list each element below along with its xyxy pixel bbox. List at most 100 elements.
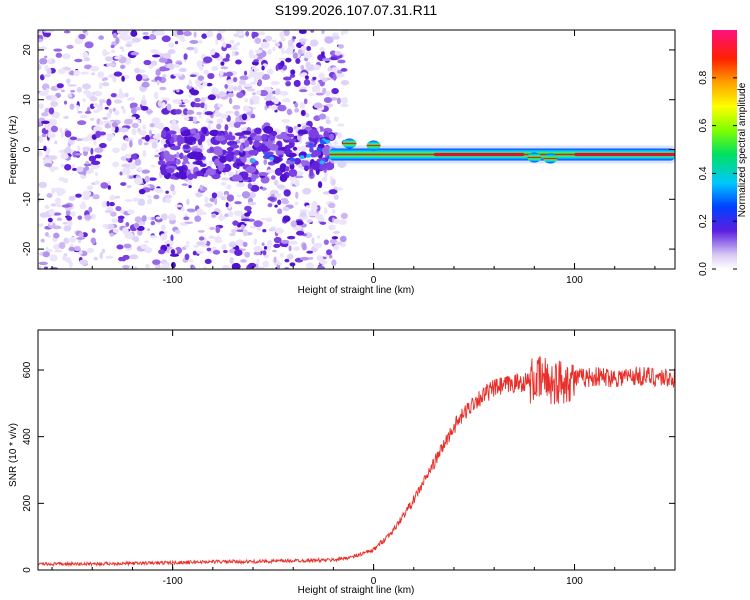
noise-speckle — [185, 241, 190, 245]
noise-speckle — [196, 60, 203, 68]
noise-speckle — [165, 190, 169, 194]
noise-speckle — [255, 90, 262, 96]
noise-speckle — [106, 63, 115, 67]
noise-speckle — [53, 48, 63, 52]
noise-speckle — [214, 197, 218, 206]
noise-speckle — [44, 266, 49, 269]
noise-speckle — [99, 252, 103, 260]
noise-speckle — [298, 86, 307, 90]
noise-speckle — [261, 242, 265, 247]
snr-xtick-label: -100 — [163, 576, 183, 587]
spectrogram-ytick-label: 0 — [22, 146, 33, 152]
noise-speckle — [213, 112, 223, 118]
noise-speckle — [153, 91, 159, 100]
noise-speckle — [337, 123, 345, 127]
noise-speckle — [239, 75, 249, 81]
noise-speckle — [184, 221, 194, 224]
noise-speckle — [166, 63, 175, 70]
noise-speckle — [186, 46, 195, 51]
noise-speckle — [77, 215, 83, 220]
noise-speckle — [212, 249, 221, 255]
noise-speckle — [88, 206, 93, 213]
noise-speckle — [303, 51, 313, 59]
noise-speckle — [85, 192, 89, 199]
noise-speckle — [208, 120, 214, 124]
noise-blob — [225, 152, 234, 162]
noise-speckle — [142, 31, 149, 36]
noise-speckle — [334, 50, 342, 56]
noise-speckle — [317, 242, 323, 248]
noise-speckle — [120, 65, 125, 69]
noise-speckle — [39, 46, 48, 51]
noise-speckle — [155, 51, 161, 56]
noise-speckle — [126, 185, 132, 189]
noise-speckle — [181, 183, 188, 187]
noise-speckle — [337, 132, 343, 139]
noise-speckle — [222, 41, 227, 48]
noise-speckle — [89, 96, 98, 102]
noise-speckle — [250, 184, 260, 192]
noise-speckle — [119, 88, 123, 95]
colorbar-tick-label: 0.8 — [698, 70, 709, 84]
noise-speckle — [110, 49, 116, 54]
noise-speckle — [235, 116, 241, 124]
noise-speckle — [93, 139, 97, 146]
noise-speckle — [299, 145, 308, 152]
colorbar-gradient — [712, 30, 737, 269]
noise-speckle — [279, 91, 289, 96]
noise-speckle — [151, 117, 161, 124]
noise-speckle — [77, 120, 87, 126]
noise-speckle — [70, 211, 76, 217]
noise-speckle — [203, 56, 213, 64]
noise-speckle — [56, 83, 64, 89]
snr-ytick-label: 0 — [22, 567, 33, 573]
noise-speckle — [180, 38, 187, 42]
noise-blob — [317, 143, 325, 149]
noise-speckle — [134, 216, 142, 223]
noise-speckle — [298, 38, 306, 44]
noise-blob — [245, 166, 257, 174]
noise-speckle — [339, 235, 347, 243]
noise-speckle — [144, 134, 150, 142]
noise-speckle — [287, 39, 294, 47]
noise-speckle — [65, 209, 71, 217]
noise-speckle — [323, 207, 328, 215]
signal-band-wiggle — [366, 140, 381, 151]
noise-speckle — [238, 79, 246, 85]
noise-blob — [203, 172, 209, 178]
noise-speckle — [102, 224, 110, 229]
noise-speckle — [67, 94, 73, 98]
noise-speckle — [94, 154, 102, 159]
noise-speckle — [245, 107, 252, 112]
noise-speckle — [204, 196, 209, 204]
noise-speckle — [300, 65, 305, 71]
noise-speckle — [324, 36, 334, 44]
noise-blob — [292, 146, 298, 151]
noise-speckle — [124, 137, 129, 142]
noise-speckle — [176, 34, 185, 40]
noise-speckle — [224, 213, 229, 218]
noise-speckle — [155, 189, 164, 193]
noise-speckle — [132, 197, 141, 202]
noise-speckle — [157, 100, 163, 107]
noise-speckle — [227, 92, 235, 98]
noise-speckle — [203, 266, 207, 269]
noise-speckle — [286, 253, 294, 260]
noise-speckle — [211, 87, 219, 95]
noise-speckle — [44, 232, 49, 237]
noise-speckle — [274, 193, 282, 198]
noise-speckle — [125, 221, 130, 227]
noise-speckle — [220, 61, 225, 66]
noise-speckle — [62, 178, 69, 184]
snr-xlabel: Height of straight line (km) — [298, 585, 415, 596]
noise-speckle — [268, 227, 276, 232]
noise-speckle — [124, 231, 134, 239]
noise-speckle — [38, 261, 48, 266]
noise-speckle — [232, 220, 239, 226]
noise-blob — [163, 150, 170, 159]
noise-speckle — [162, 74, 167, 78]
noise-speckle — [161, 67, 171, 71]
noise-speckle — [266, 68, 274, 75]
noise-speckle — [288, 240, 298, 245]
